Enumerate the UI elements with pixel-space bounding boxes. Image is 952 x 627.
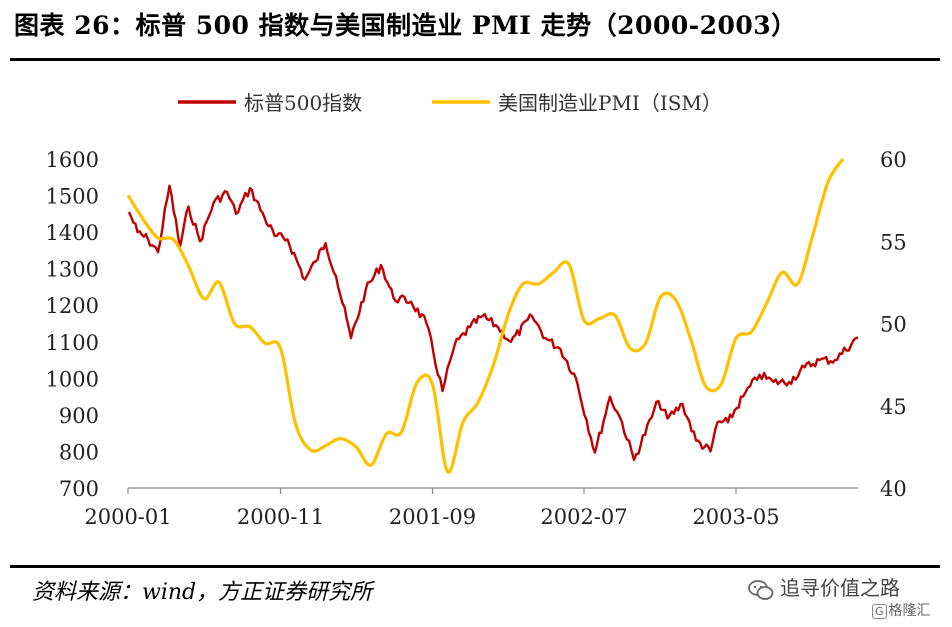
chart-area: 标普500指数 美国制造业PMI（ISM） 2000-01 2000-11 2001-… — [46, 91, 907, 529]
y-left-tick-label: 1100 — [46, 331, 99, 355]
y-left-tick-label: 1600 — [46, 148, 99, 172]
watermark-text: 追寻价值之路 — [780, 576, 900, 600]
y-right-tick-label: 55 — [880, 230, 907, 254]
x-tick-label: 2000-11 — [237, 505, 324, 529]
series-layer — [126, 158, 859, 474]
x-tick-label: 2003-05 — [692, 505, 779, 529]
y-right-tick-label: 40 — [880, 477, 907, 501]
y-right-tick-label: 45 — [880, 395, 907, 419]
chart-title: 图表 26：标普 500 指数与美国制造业 PMI 走势（2000-2003） — [14, 11, 797, 40]
y-left-tick-label: 1400 — [46, 221, 99, 245]
brand-text: 格隆汇 — [888, 603, 931, 619]
x-tick-label: 2002-07 — [540, 505, 627, 529]
series-line-1 — [127, 184, 859, 462]
series-line-2 — [126, 158, 845, 474]
y-left-tick-label: 1500 — [46, 185, 99, 209]
top-rule — [10, 58, 940, 61]
y-left-tick-label: 1000 — [46, 367, 99, 391]
y-right-tick-label: 50 — [880, 313, 907, 337]
wechat-icon — [748, 579, 774, 601]
y-left-tick-label: 700 — [59, 477, 99, 501]
g-logo-icon: G — [872, 604, 887, 619]
legend: 标普500指数 美国制造业PMI（ISM） — [178, 91, 722, 115]
bottom-rule — [10, 565, 940, 568]
watermark: 追寻价值之路 — [748, 572, 900, 601]
x-tick-label: 2000-01 — [84, 505, 171, 529]
x-tick-label: 2001-09 — [389, 505, 476, 529]
y-right-tick-label: 60 — [880, 148, 907, 172]
y-left-tick-label: 1300 — [46, 258, 99, 282]
y-left-tick-label: 800 — [59, 440, 99, 464]
y-left-tick-label: 900 — [59, 404, 99, 428]
axes: 2000-01 2000-11 2001-09 2002-07 2003-05 700 80… — [46, 148, 907, 529]
brand-logo: G 格隆汇 — [872, 600, 931, 620]
legend-label-1: 标普500指数 — [244, 91, 362, 115]
legend-label-2: 美国制造业PMI（ISM） — [498, 91, 722, 115]
y-left-tick-label: 1200 — [46, 294, 99, 318]
source-note: 资料来源：wind，方正证券研究所 — [32, 580, 373, 605]
